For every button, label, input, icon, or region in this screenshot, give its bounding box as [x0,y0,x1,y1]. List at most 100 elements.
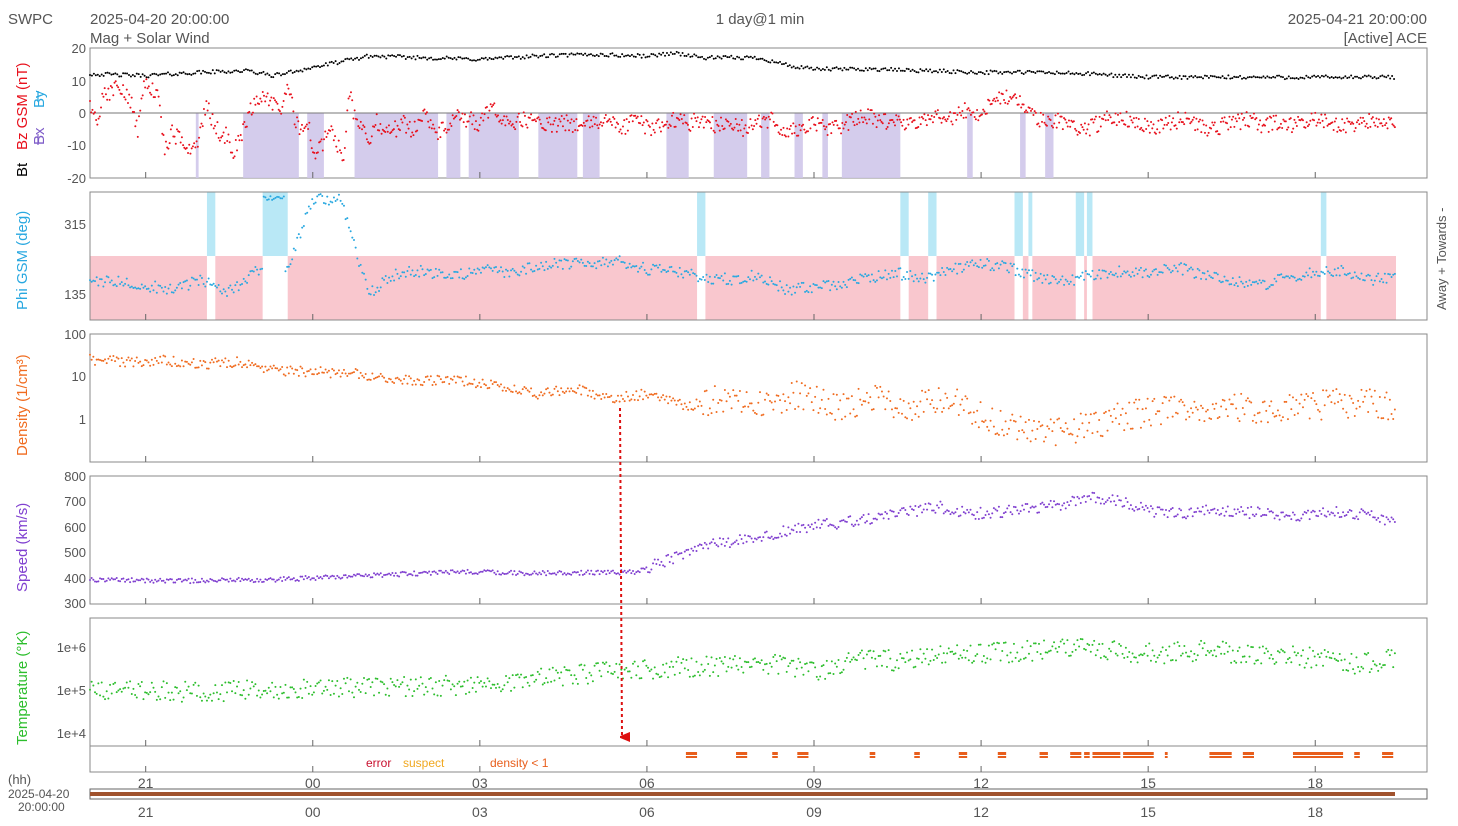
bt-point [823,68,826,71]
bz-point [479,116,482,119]
phi-point [555,261,558,264]
phi-point [1084,270,1087,273]
density-point [916,405,919,408]
density-point [668,395,671,398]
bz-point [977,119,980,122]
bt-point [268,74,271,77]
bz-point [674,125,677,128]
southward-shade [1045,113,1054,178]
bt-point [757,58,760,61]
phi-point [1002,261,1005,264]
temperature-point [742,671,745,674]
density-point [954,395,957,398]
bt-point [124,72,127,75]
speed-point [835,527,838,530]
bt-point [165,72,168,75]
speed-point [418,571,421,574]
phi-point [1149,273,1152,276]
bz-point [297,120,300,123]
temperature-point [637,665,640,668]
bt-point [907,68,910,71]
bz-point [653,131,656,134]
density-point [1238,420,1241,423]
speed-point [1170,508,1173,511]
speed-point [508,571,511,574]
temperature-point [947,647,950,650]
density-point [202,359,205,362]
speed-point [423,570,426,573]
bz-point [534,120,537,123]
bt-point [215,69,218,72]
bt-point [322,64,325,67]
bz-point [1270,116,1273,119]
speed-point [588,572,591,575]
bt-point [1065,72,1068,75]
bt-point [751,56,754,59]
phi-point [647,273,650,276]
speed-point [1281,511,1284,514]
speed-point [1129,504,1132,507]
bt-point [291,71,294,74]
phi-gap [1320,256,1327,320]
density-point [748,402,751,405]
bt-point [572,53,575,56]
bt-point [1393,78,1396,81]
bt-point [241,70,244,73]
phi-point [827,279,830,282]
bz-point [253,97,256,100]
bz-point [1102,118,1105,121]
bz-point [815,129,818,132]
bt-point [1048,70,1051,73]
temperature-point [1101,642,1104,645]
speed-point [316,575,319,578]
density-point [1019,415,1022,418]
bt-point [1248,75,1251,78]
bz-point [337,139,340,142]
density-point [662,394,665,397]
bz-point [495,115,498,118]
density-point [1058,417,1061,420]
temperature-point [389,677,392,680]
bz-point [1343,121,1346,124]
density-point [611,401,614,404]
temperature-point [304,686,307,689]
bz-point [1205,124,1208,127]
density-point [342,368,345,371]
phi-point [946,266,949,269]
phi-point [590,265,593,268]
bt-point [1274,76,1277,79]
phi-point [800,281,803,284]
speed-point [725,540,728,543]
bt-point [773,61,776,64]
bt-point [1215,76,1218,79]
density-point [1205,410,1208,413]
speed-point [616,572,619,575]
speed-point [917,505,920,508]
phi-point [665,270,668,273]
density-point [189,363,192,366]
temperature-point [1327,651,1330,654]
phi-point [1303,275,1306,278]
flag-mark [797,752,809,755]
phi-point [1113,274,1116,277]
density-panel-frame [89,333,1428,463]
speed-point [657,558,660,561]
density-point [1240,392,1243,395]
phi-point [364,278,367,281]
phi-point [976,265,979,268]
speed-point [1038,511,1041,514]
bt-point [664,54,667,57]
temperature-point [1129,660,1132,663]
density-point [374,376,377,379]
phi-point [160,286,163,289]
phi-highlight [206,192,216,256]
temperature-point [1350,652,1353,655]
phi-point [219,290,222,293]
temperature-point [1004,641,1007,644]
phi-point [1240,280,1243,283]
phi-point [496,271,499,274]
bz-point [122,84,125,87]
density-point [1263,400,1266,403]
temperature-point [510,689,513,692]
phi-point [924,281,927,284]
